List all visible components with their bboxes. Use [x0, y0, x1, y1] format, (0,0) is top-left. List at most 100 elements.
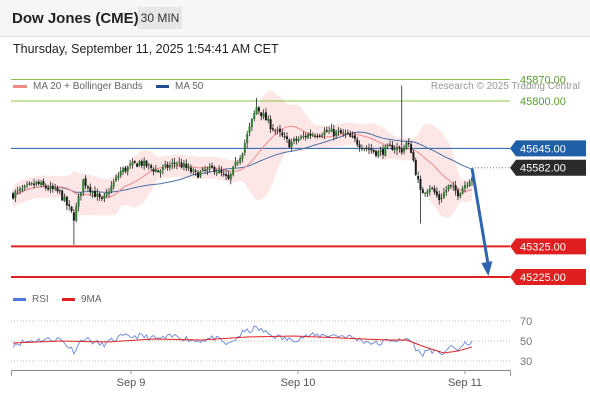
candle-body [353, 135, 356, 139]
candle-body [278, 128, 281, 133]
level-tag-label-4: 45325.00 [520, 241, 566, 253]
candle-body [215, 172, 218, 174]
candle-body [133, 161, 136, 163]
candle-body [110, 185, 113, 193]
candle-body [274, 130, 277, 132]
candle-body [374, 150, 377, 156]
candle-body [98, 193, 101, 198]
candle-body [140, 160, 143, 166]
candle-body [28, 183, 31, 185]
candle-body [138, 161, 141, 166]
candle-body [316, 135, 319, 137]
header-bar: Dow Jones (CME) 30 MIN [0, 0, 590, 36]
candle-body [281, 132, 284, 136]
rsi-line [12, 325, 473, 358]
candle-body [44, 185, 47, 189]
level-tag-label-3: 45582.00 [520, 163, 566, 175]
level-tag-5 [510, 269, 586, 286]
candle-body [297, 139, 300, 141]
ma50-label: MA 50 [175, 81, 204, 92]
rsi-ma-line [12, 335, 473, 354]
candle-body [171, 162, 174, 165]
candle-body [431, 187, 434, 189]
candle-body [108, 192, 111, 194]
candle-body [337, 131, 340, 133]
candle-body [159, 170, 162, 174]
candle-body [143, 160, 146, 166]
candle-body [382, 149, 385, 155]
candle-body [241, 153, 244, 160]
candle-body [414, 159, 417, 175]
candle-body [328, 130, 331, 132]
rsi-tick-1: 50 [520, 336, 532, 348]
candle-body [68, 204, 71, 207]
candle-body [91, 191, 94, 194]
candle-body [194, 170, 197, 172]
candle-body [468, 181, 471, 187]
candle-body [410, 144, 413, 153]
candle-body [23, 185, 26, 188]
candle-body [445, 189, 448, 193]
candle-body [311, 134, 314, 136]
rsi-tick-0: 70 [520, 316, 532, 328]
candle-body [393, 149, 396, 151]
candle-body [232, 166, 235, 175]
candle-body [447, 185, 450, 190]
candle-body [49, 185, 52, 190]
candle-body [405, 142, 408, 149]
candle-body [187, 166, 190, 169]
candle-body [421, 189, 424, 194]
candle-body [75, 206, 78, 221]
candle-body [285, 136, 288, 139]
candle-body [79, 192, 82, 196]
candle-body [58, 190, 61, 192]
candle-body [61, 190, 64, 201]
candle-body [227, 174, 230, 179]
candle-body [440, 197, 443, 199]
candle-body [161, 166, 164, 171]
candle-body [321, 135, 324, 137]
candle-body [70, 206, 73, 212]
candle-body [56, 187, 59, 192]
candle-body [178, 162, 181, 164]
candle-body [82, 179, 85, 192]
candle-body [407, 142, 410, 145]
candle-body [438, 194, 441, 201]
candle-body [19, 188, 22, 191]
interval-button[interactable]: 30 MIN [138, 7, 182, 29]
candle-body [89, 187, 92, 193]
candle-body [377, 151, 380, 157]
candle-body [433, 188, 436, 193]
candle-body [93, 190, 96, 197]
candle-body [386, 145, 389, 147]
instrument-title: Dow Jones (CME) [12, 10, 139, 27]
candle-body [365, 147, 368, 149]
candle-body [358, 144, 361, 148]
candle-body [218, 169, 221, 173]
candle-body [248, 126, 251, 133]
candle-body [419, 179, 422, 190]
candle-body [86, 186, 89, 188]
candle-body [152, 168, 155, 172]
candle-body [463, 185, 466, 189]
candle-body [459, 193, 462, 197]
candle-body [302, 136, 305, 138]
candle-body [250, 118, 253, 128]
resistance-label-1: 45800.00 [520, 96, 566, 108]
candle-body [325, 130, 328, 132]
candle-body [35, 181, 38, 185]
candle-body [182, 163, 185, 167]
candle-body [400, 148, 403, 153]
candle-body [168, 165, 171, 168]
level-tag-2 [510, 140, 586, 157]
candle-body [356, 139, 359, 145]
candle-body [30, 183, 33, 185]
level-tag-4 [510, 238, 586, 255]
legend-rsi: RSI [13, 294, 49, 305]
candle-body [389, 144, 392, 146]
candle-body [255, 107, 258, 114]
candle-body [126, 166, 129, 172]
candle-body [192, 169, 195, 172]
candle-body [145, 160, 148, 167]
candle-body [290, 142, 293, 147]
